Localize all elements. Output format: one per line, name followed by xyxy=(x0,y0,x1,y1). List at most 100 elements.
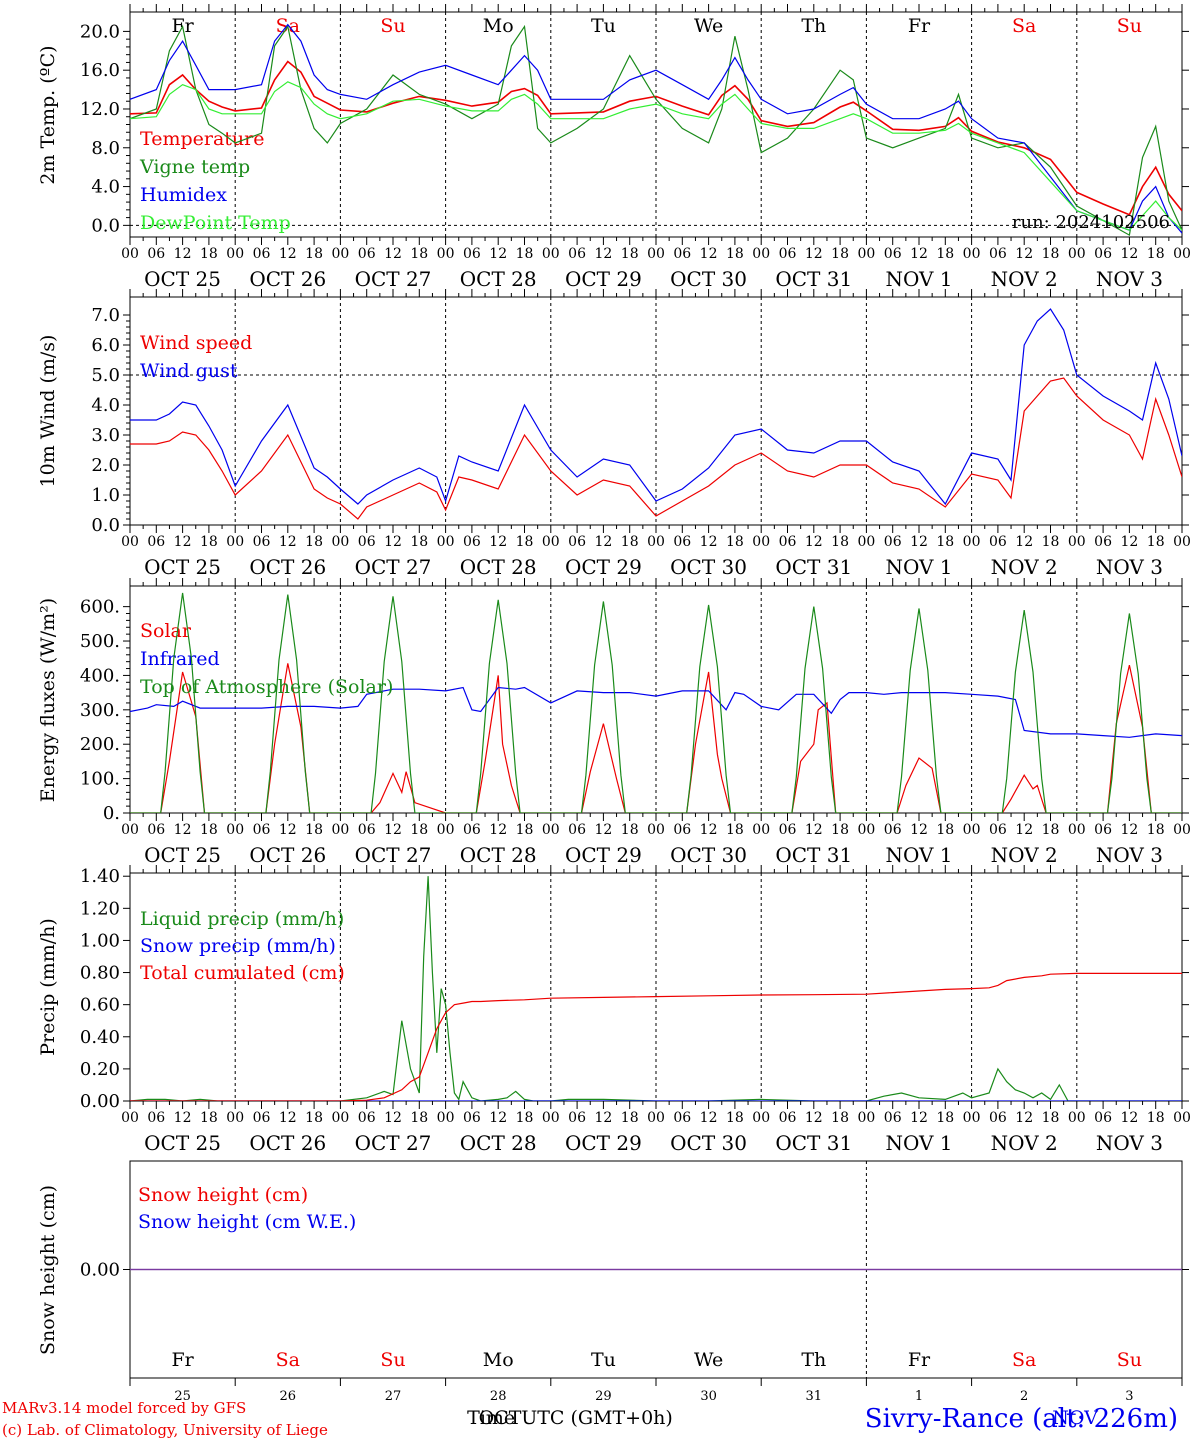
x-date-label: OCT 29 xyxy=(565,843,642,867)
x-hour-label: 06 xyxy=(147,822,165,838)
x-date-label: OCT 30 xyxy=(670,1131,747,1155)
weekday-label: Mo xyxy=(483,15,514,37)
x-date-label: OCT 28 xyxy=(460,1131,537,1155)
x-hour-label: 06 xyxy=(568,534,586,550)
x-hour-label: 12 xyxy=(1120,822,1138,838)
x-date-label: OCT 25 xyxy=(144,267,221,291)
x-hour-label: 12 xyxy=(489,1110,507,1126)
x-hour-label: 18 xyxy=(726,246,744,262)
x-hour-label: 00 xyxy=(1068,1110,1086,1126)
x-daynum-label: 31 xyxy=(806,1389,823,1404)
x-hour-label: 06 xyxy=(989,246,1007,262)
y-axis-label: 10m Wind (m/s) xyxy=(37,335,59,488)
x-hour-label: 18 xyxy=(831,246,849,262)
x-hour-label: 12 xyxy=(910,1110,928,1126)
y-tick-label: 0.40 xyxy=(80,1027,120,1048)
x-hour-label: 18 xyxy=(936,534,954,550)
x-hour-label: 18 xyxy=(1147,822,1165,838)
x-daynum-label: 30 xyxy=(700,1389,717,1404)
y-tick-label: 3.0 xyxy=(91,425,120,446)
y-tick-label: 0.00 xyxy=(80,1091,120,1112)
run-label: run: 2024102506 xyxy=(1012,212,1170,233)
x-hour-label: 12 xyxy=(384,246,402,262)
x-hour-label: 12 xyxy=(174,246,192,262)
x-hour-label: 18 xyxy=(936,822,954,838)
x-hour-label: 12 xyxy=(279,822,297,838)
y-axis-label: 2m Temp. (ºC) xyxy=(37,45,59,184)
plot-frame xyxy=(129,11,1183,238)
credits-line-1: MARv3.14 model forced by GFS xyxy=(2,1399,246,1417)
x-hour-label: 12 xyxy=(700,534,718,550)
x-date-label: OCT 25 xyxy=(144,555,221,579)
x-date-label: OCT 25 xyxy=(144,843,221,867)
y-tick-label: 5.0 xyxy=(91,365,120,386)
x-hour-label: 18 xyxy=(516,1110,534,1126)
x-hour-label: 00 xyxy=(857,822,875,838)
panel-2: 0.0 1.0 2.0 3.0 4.0 5.0 6.0 7.0 10m Wind (m/s) 00… xyxy=(37,289,1191,579)
x-hour-label: 06 xyxy=(1094,1110,1112,1126)
station-label: Sivry-Rance (alt: 226m) xyxy=(865,1404,1178,1434)
weekday-label: Fr xyxy=(908,1349,931,1371)
x-hour-label: 12 xyxy=(910,246,928,262)
series-line-wind-speed xyxy=(130,377,1182,520)
x-date-label: NOV 3 xyxy=(1096,1131,1163,1155)
x-date-label: OCT 29 xyxy=(565,1131,642,1155)
x-hour-label: 12 xyxy=(384,534,402,550)
x-hour-label: 00 xyxy=(331,246,349,262)
x-hour-label: 00 xyxy=(121,246,139,262)
y-tick-label: 20.0 xyxy=(80,21,120,42)
x-date-label: OCT 27 xyxy=(355,1131,432,1155)
x-hour-label: 06 xyxy=(1094,246,1112,262)
x-hour-label: 00 xyxy=(752,246,770,262)
y-tick-label: 0.80 xyxy=(80,963,120,984)
x-hour-label: 18 xyxy=(726,1110,744,1126)
x-date-label: OCT 27 xyxy=(355,843,432,867)
y-tick-label: 1.00 xyxy=(80,930,120,951)
x-daynum-label: 1 xyxy=(915,1389,923,1404)
x-hour-label: 06 xyxy=(568,1110,586,1126)
y-tick-label: 1.20 xyxy=(80,898,120,919)
x-daynum-label: 3 xyxy=(1125,1389,1133,1404)
x-hour-label: 00 xyxy=(121,822,139,838)
x-hour-label: 18 xyxy=(305,1110,323,1126)
y-axis-label: Snow height (cm) xyxy=(37,1185,59,1355)
x-date-label: NOV 1 xyxy=(885,267,952,291)
x-hour-label: 00 xyxy=(437,534,455,550)
x-hour-label: 18 xyxy=(305,246,323,262)
x-hour-label: 06 xyxy=(779,534,797,550)
x-hour-label: 06 xyxy=(673,822,691,838)
x-hour-label: 18 xyxy=(1147,246,1165,262)
y-tick-label: 12.0 xyxy=(80,99,120,120)
series-line-wind-gust xyxy=(130,308,1182,506)
x-hour-label: 00 xyxy=(437,822,455,838)
x-hour-label: 18 xyxy=(200,246,218,262)
x-daynum-label: 25 xyxy=(174,1389,191,1404)
panel-1: 0.0 4.0 8.0 12.0 16.0 20.0 2m Temp. (ºC) 00 06 12… xyxy=(37,4,1191,291)
x-hour-label: 00 xyxy=(857,1110,875,1126)
x-hour-label: 00 xyxy=(647,246,665,262)
x-hour-label: 00 xyxy=(542,1110,560,1126)
x-hour-label: 00 xyxy=(963,534,981,550)
x-hour-label: 00 xyxy=(963,1110,981,1126)
x-hour-label: 06 xyxy=(779,246,797,262)
legend-entry: Total cumulated (cm) xyxy=(140,962,345,984)
weekday-label: We xyxy=(694,15,723,37)
x-date-label: NOV 3 xyxy=(1096,267,1163,291)
series-line-dewpoint-temp xyxy=(130,81,1182,231)
x-hour-label: 00 xyxy=(542,822,560,838)
y-tick-label: 8.0 xyxy=(91,138,120,159)
x-date-label: OCT 29 xyxy=(565,555,642,579)
y-tick-label: 16.0 xyxy=(80,60,120,81)
x-date-label: OCT 26 xyxy=(249,1131,326,1155)
y-tick-label: 2.0 xyxy=(91,455,120,476)
x-hour-label: 18 xyxy=(621,822,639,838)
x-hour-label: 12 xyxy=(700,1110,718,1126)
legend-entry: Temperature xyxy=(140,128,264,150)
x-daynum-label: 27 xyxy=(385,1389,402,1404)
y-tick-label: 6.0 xyxy=(91,335,120,356)
x-hour-label: 06 xyxy=(673,534,691,550)
x-date-label: OCT 30 xyxy=(670,555,747,579)
x-date-label: OCT 25 xyxy=(144,1131,221,1155)
x-hour-label: 06 xyxy=(463,246,481,262)
x-hour-label: 00 xyxy=(1068,822,1086,838)
